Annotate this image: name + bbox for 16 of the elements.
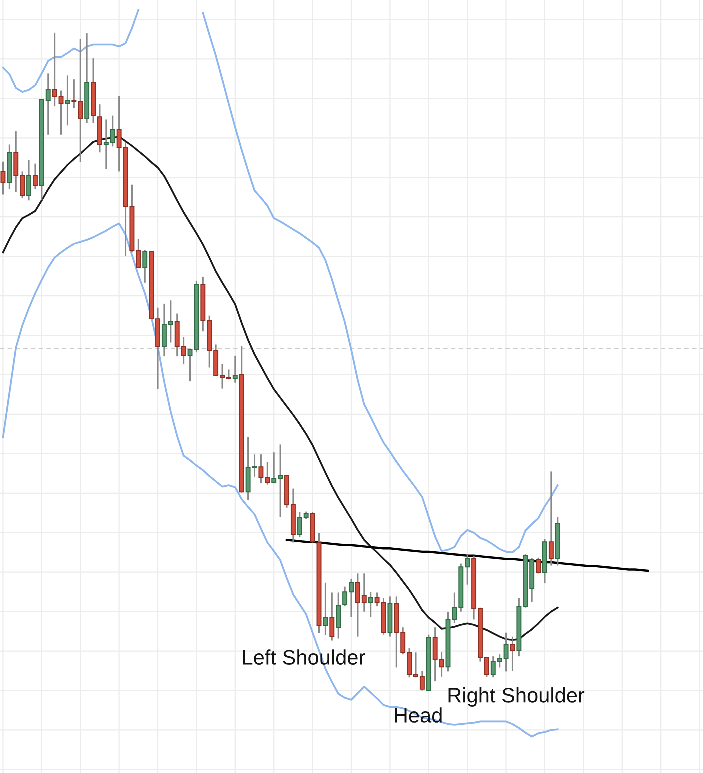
candlestick [32, 163, 38, 190]
candlestick [0, 161, 6, 196]
candlestick [510, 636, 516, 672]
candlestick [536, 557, 542, 574]
candlestick [368, 591, 374, 618]
annotation: Head [395, 708, 442, 723]
candlestick [323, 582, 328, 636]
candlestick [336, 592, 342, 640]
candlestick [26, 160, 32, 202]
annotation: Left Shoulder [243, 650, 366, 665]
annotation: Right Shoulder [448, 688, 585, 707]
candlestick [330, 592, 335, 642]
candlestick [142, 249, 148, 284]
candlestick [232, 355, 238, 384]
candlestick [65, 74, 70, 126]
candlestick [548, 470, 554, 567]
